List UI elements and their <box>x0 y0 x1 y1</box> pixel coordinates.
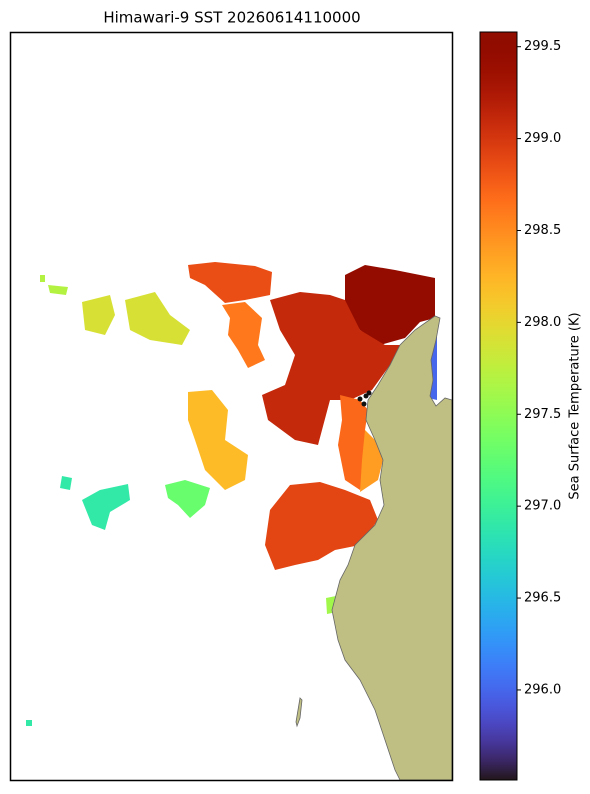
sst-patch <box>265 482 378 570</box>
colorbar-tick-label: 296.0 <box>524 682 561 697</box>
colorbar-tick-label: 299.0 <box>524 131 561 146</box>
sst-field <box>26 262 437 726</box>
colorbar-tick-label: 298.0 <box>524 315 561 330</box>
sst-patch <box>165 480 210 518</box>
colorbar-tick-label: 297.5 <box>524 407 561 422</box>
sst-patch <box>48 285 68 295</box>
sst-patch <box>188 390 248 490</box>
sst-patch <box>40 275 45 282</box>
colorbar-label: Sea Surface Temperature (K) <box>568 312 583 499</box>
colorbar-tick-label: 297.0 <box>524 499 561 514</box>
sst-patch <box>26 720 32 726</box>
island <box>295 697 303 728</box>
sst-patch <box>125 292 190 345</box>
chart-title: Himawari-9 SST 20260614110000 <box>103 9 360 27</box>
sst-patch <box>188 262 272 303</box>
sst-patch <box>345 265 435 345</box>
colorbar <box>479 31 518 781</box>
sst-patch <box>82 484 130 530</box>
sst-patch <box>262 292 400 445</box>
sst-patch <box>82 295 115 335</box>
colorbar-tick-label: 299.5 <box>524 39 561 54</box>
land <box>331 315 453 781</box>
sst-patch <box>60 476 72 490</box>
colorbar-tick-label: 298.5 <box>524 223 561 238</box>
sst-patch <box>222 302 265 368</box>
colorbar-tick-label: 296.5 <box>524 591 561 606</box>
stations <box>357 390 372 407</box>
map-frame <box>9 31 454 782</box>
sst-patch <box>360 430 383 492</box>
